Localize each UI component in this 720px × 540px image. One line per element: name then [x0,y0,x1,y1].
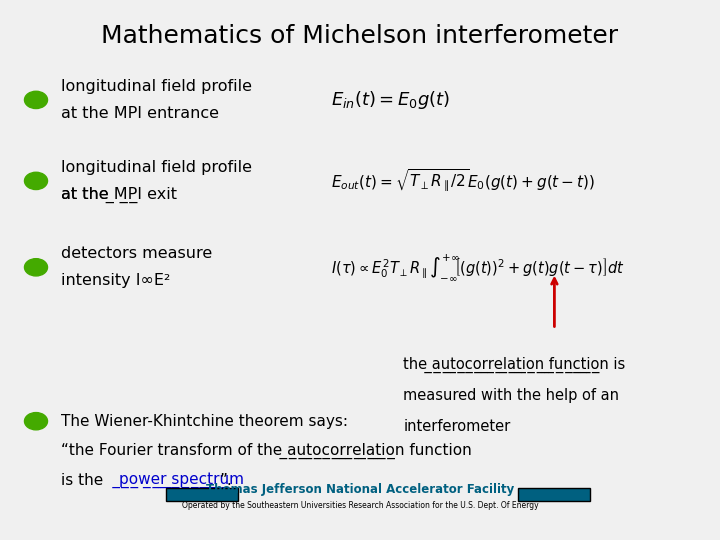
Text: at the: at the [61,187,114,202]
Text: intensity I∞E²: intensity I∞E² [61,273,171,288]
FancyBboxPatch shape [166,488,238,501]
Text: $E_{out}(t) = \sqrt{T_{\perp}R_{\parallel}/2}E_0\left(g(t)+g(t-t)\right)$: $E_{out}(t) = \sqrt{T_{\perp}R_{\paralle… [331,168,595,194]
Text: longitudinal field profile: longitudinal field profile [61,160,252,175]
Text: ̲p̲o̲w̲e̲r̲ ̲s̲p̲e̲c̲t̲r̲u̲m: ̲p̲o̲w̲e̲r̲ ̲s̲p̲e̲c̲t̲r̲u̲m [120,472,246,489]
Text: is the: is the [61,473,108,488]
Text: Mathematics of Michelson interferometer: Mathematics of Michelson interferometer [102,24,618,48]
Text: longitudinal field profile: longitudinal field profile [61,79,252,94]
Circle shape [24,413,48,430]
Text: ”.: ”. [220,473,233,488]
Circle shape [24,259,48,276]
Text: Thomas Jefferson National Accelerator Facility: Thomas Jefferson National Accelerator Fa… [206,483,514,496]
Text: at the MPI entrance: at the MPI entrance [61,106,219,121]
Text: detectors measure: detectors measure [61,246,212,261]
Text: at the ̲M̲P̲I exit: at the ̲M̲P̲I exit [61,186,177,202]
Text: interferometer: interferometer [403,419,510,434]
Circle shape [24,91,48,109]
Text: The Wiener-Khintchine theorem says:: The Wiener-Khintchine theorem says: [61,414,348,429]
Text: $E_{in}(t) = E_0 g(t)$: $E_{in}(t) = E_0 g(t)$ [331,89,451,111]
Text: Operated by the Southeastern Universities Research Association for the U.S. Dept: Operated by the Southeastern Universitie… [181,502,539,510]
Circle shape [24,172,48,190]
Text: the ̲a̲u̲t̲o̲c̲o̲r̲r̲e̲l̲a̲t̲i̲o̲n̲ ̲f̲u̲n̲c̲t̲i̲o̲n is: the ̲a̲u̲t̲o̲c̲o̲r̲r̲e̲l̲a̲t̲i̲o̲n̲ ̲f̲u… [403,356,626,373]
Text: $I(\tau) \propto E_0^2 T_{\perp} R_{\parallel} \int_{-\infty}^{+\infty}\!\!\left: $I(\tau) \propto E_0^2 T_{\perp} R_{\par… [331,252,625,282]
Text: “the Fourier transform of the ̲a̲u̲t̲o̲c̲o̲r̲r̲e̲l̲a̲t̲i̲o̲n function: “the Fourier transform of the ̲a̲u̲t̲o̲c… [61,443,472,459]
Text: measured with the help of an: measured with the help of an [403,388,619,403]
FancyBboxPatch shape [518,488,590,501]
